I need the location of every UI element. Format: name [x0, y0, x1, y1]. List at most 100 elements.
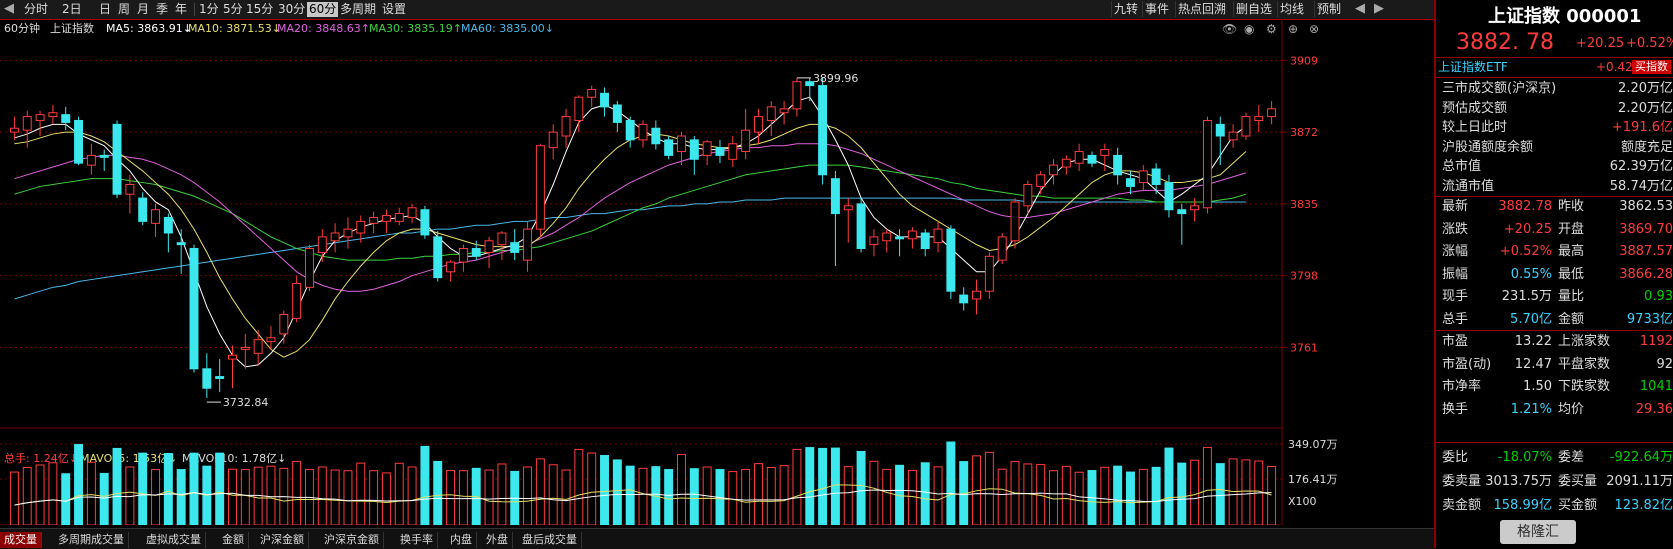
- volume-bar: [947, 442, 955, 525]
- market-label: 上涨家数: [1558, 332, 1610, 352]
- period-tab-multi[interactable]: 多周期: [338, 2, 378, 17]
- tab-turnover[interactable]: 换手率: [396, 532, 438, 548]
- volume-bar: [819, 448, 827, 525]
- period-tab-60min[interactable]: 60分: [307, 2, 338, 17]
- candle-body: [1268, 109, 1276, 117]
- volume-bar: [1075, 472, 1083, 525]
- volume-bar: [331, 470, 339, 525]
- quote-label: 最新: [1442, 197, 1468, 217]
- etf-label[interactable]: 上证指数ETF: [1438, 58, 1508, 76]
- candle-body: [767, 107, 775, 121]
- period-tab-quarter[interactable]: 季: [154, 2, 170, 17]
- period-tab-15min[interactable]: 15分: [244, 2, 275, 17]
- candle-body: [1203, 120, 1211, 207]
- volume-bar: [742, 470, 750, 525]
- volume-bar: [639, 468, 647, 525]
- candle-body: [973, 291, 981, 299]
- tab-outer-volume[interactable]: 外盘: [482, 532, 513, 548]
- candle-body: [716, 148, 724, 156]
- tab-amount[interactable]: 金额: [218, 532, 249, 548]
- events-button[interactable]: 事件: [1142, 1, 1171, 17]
- order-value: 2091.11万: [1606, 472, 1673, 492]
- candle-body: [998, 237, 1006, 260]
- period-tab-day[interactable]: 日: [97, 2, 113, 17]
- tab-sh-sz-bj-amount[interactable]: 沪深京金额: [320, 532, 384, 548]
- candle-body: [896, 237, 904, 239]
- volume-bar: [434, 461, 442, 525]
- volume-bar: [113, 448, 121, 525]
- volume-bar: [626, 466, 634, 525]
- candle-body: [1255, 117, 1263, 121]
- forward-icon[interactable]: ▶: [1374, 1, 1384, 16]
- tab-virtual-volume[interactable]: 虚拟成交量: [142, 532, 206, 548]
- back-arrow-icon[interactable]: ◀: [4, 1, 14, 16]
- stat-label: 沪股通额度余额: [1442, 138, 1533, 158]
- volume-bar: [870, 461, 878, 525]
- volume-bars: [10, 442, 1275, 525]
- volume-bar: [1024, 464, 1032, 525]
- tab-volume[interactable]: 成交量: [0, 532, 42, 548]
- tab-sh-sz-amount[interactable]: 沪深金额: [256, 532, 309, 548]
- period-tab-fenshi[interactable]: 分时: [22, 2, 50, 17]
- stat-value: 额度充足: [1621, 138, 1673, 158]
- candle-body: [1152, 169, 1160, 185]
- candle-body: [459, 249, 467, 263]
- tab-after-hours-volume[interactable]: 盘后成交量: [518, 532, 582, 548]
- candle-body: [1024, 185, 1032, 206]
- order-label: 委差: [1558, 448, 1584, 468]
- candle-body: [75, 120, 83, 163]
- quote-value: 3887.57: [1619, 242, 1673, 262]
- candle-body: [126, 185, 134, 195]
- period-tab-5min[interactable]: 5分: [221, 2, 245, 17]
- volume-bar: [164, 453, 172, 525]
- period-tab-30min[interactable]: 30分: [276, 2, 307, 17]
- volume-bar: [447, 471, 455, 525]
- candle-body: [626, 120, 634, 139]
- volume-bar: [177, 470, 185, 525]
- candle-body: [203, 369, 211, 388]
- volume-bar: [793, 449, 801, 525]
- volume-bar: [1152, 467, 1160, 525]
- quote-label: 金额: [1558, 310, 1584, 330]
- quote-value: 9733亿: [1627, 310, 1673, 330]
- tab-multi-period-volume[interactable]: 多周期成交量: [54, 532, 129, 548]
- period-tab-2day[interactable]: 2日: [60, 2, 84, 17]
- period-tab-week[interactable]: 周: [116, 2, 132, 17]
- candle-body: [678, 136, 686, 152]
- period-tab-year[interactable]: 年: [173, 2, 189, 17]
- order-label: 委卖量: [1442, 472, 1481, 492]
- volume-bar: [87, 462, 95, 525]
- market-value: 13.22: [1515, 332, 1552, 352]
- volume-bar: [1126, 472, 1134, 525]
- market-value: 1041: [1640, 377, 1673, 397]
- volume-bar: [562, 470, 570, 525]
- watermark-logo: 格隆汇: [1500, 520, 1576, 544]
- price-tick-label: 3909: [1290, 54, 1318, 67]
- remove-watchlist-button[interactable]: 删自选: [1233, 1, 1274, 17]
- buy-index-button[interactable]: 买指数: [1632, 60, 1671, 74]
- ma-lines-button[interactable]: 均线: [1277, 1, 1306, 17]
- period-tab-1min[interactable]: 1分: [197, 2, 221, 17]
- candle-body: [754, 117, 762, 133]
- back-icon[interactable]: ◀: [1355, 1, 1365, 16]
- quote-value: 231.5万: [1502, 287, 1552, 307]
- hotspot-replay-button[interactable]: 热点回溯: [1175, 1, 1228, 17]
- order-value: -922.64万: [1610, 448, 1673, 468]
- settings-button[interactable]: 设置: [380, 2, 408, 17]
- bottom-tab-bar: 成交量 多周期成交量 虚拟成交量 金额 沪深金额 沪深京金额 换手率 内盘 外盘…: [0, 528, 1434, 549]
- jiuzhuan-button[interactable]: 九转: [1111, 1, 1140, 17]
- candle-body: [241, 347, 249, 349]
- order-row: 委比-18.07%委差-922.64万: [1436, 448, 1673, 468]
- tab-inner-volume[interactable]: 内盘: [446, 532, 477, 548]
- volume-bar: [806, 448, 814, 525]
- preset-button[interactable]: 预制: [1314, 1, 1343, 17]
- period-tab-month[interactable]: 月: [135, 2, 151, 17]
- candle-body: [216, 377, 224, 379]
- volume-bar: [908, 470, 916, 525]
- volume-bar: [23, 468, 31, 525]
- candle-body: [331, 233, 339, 241]
